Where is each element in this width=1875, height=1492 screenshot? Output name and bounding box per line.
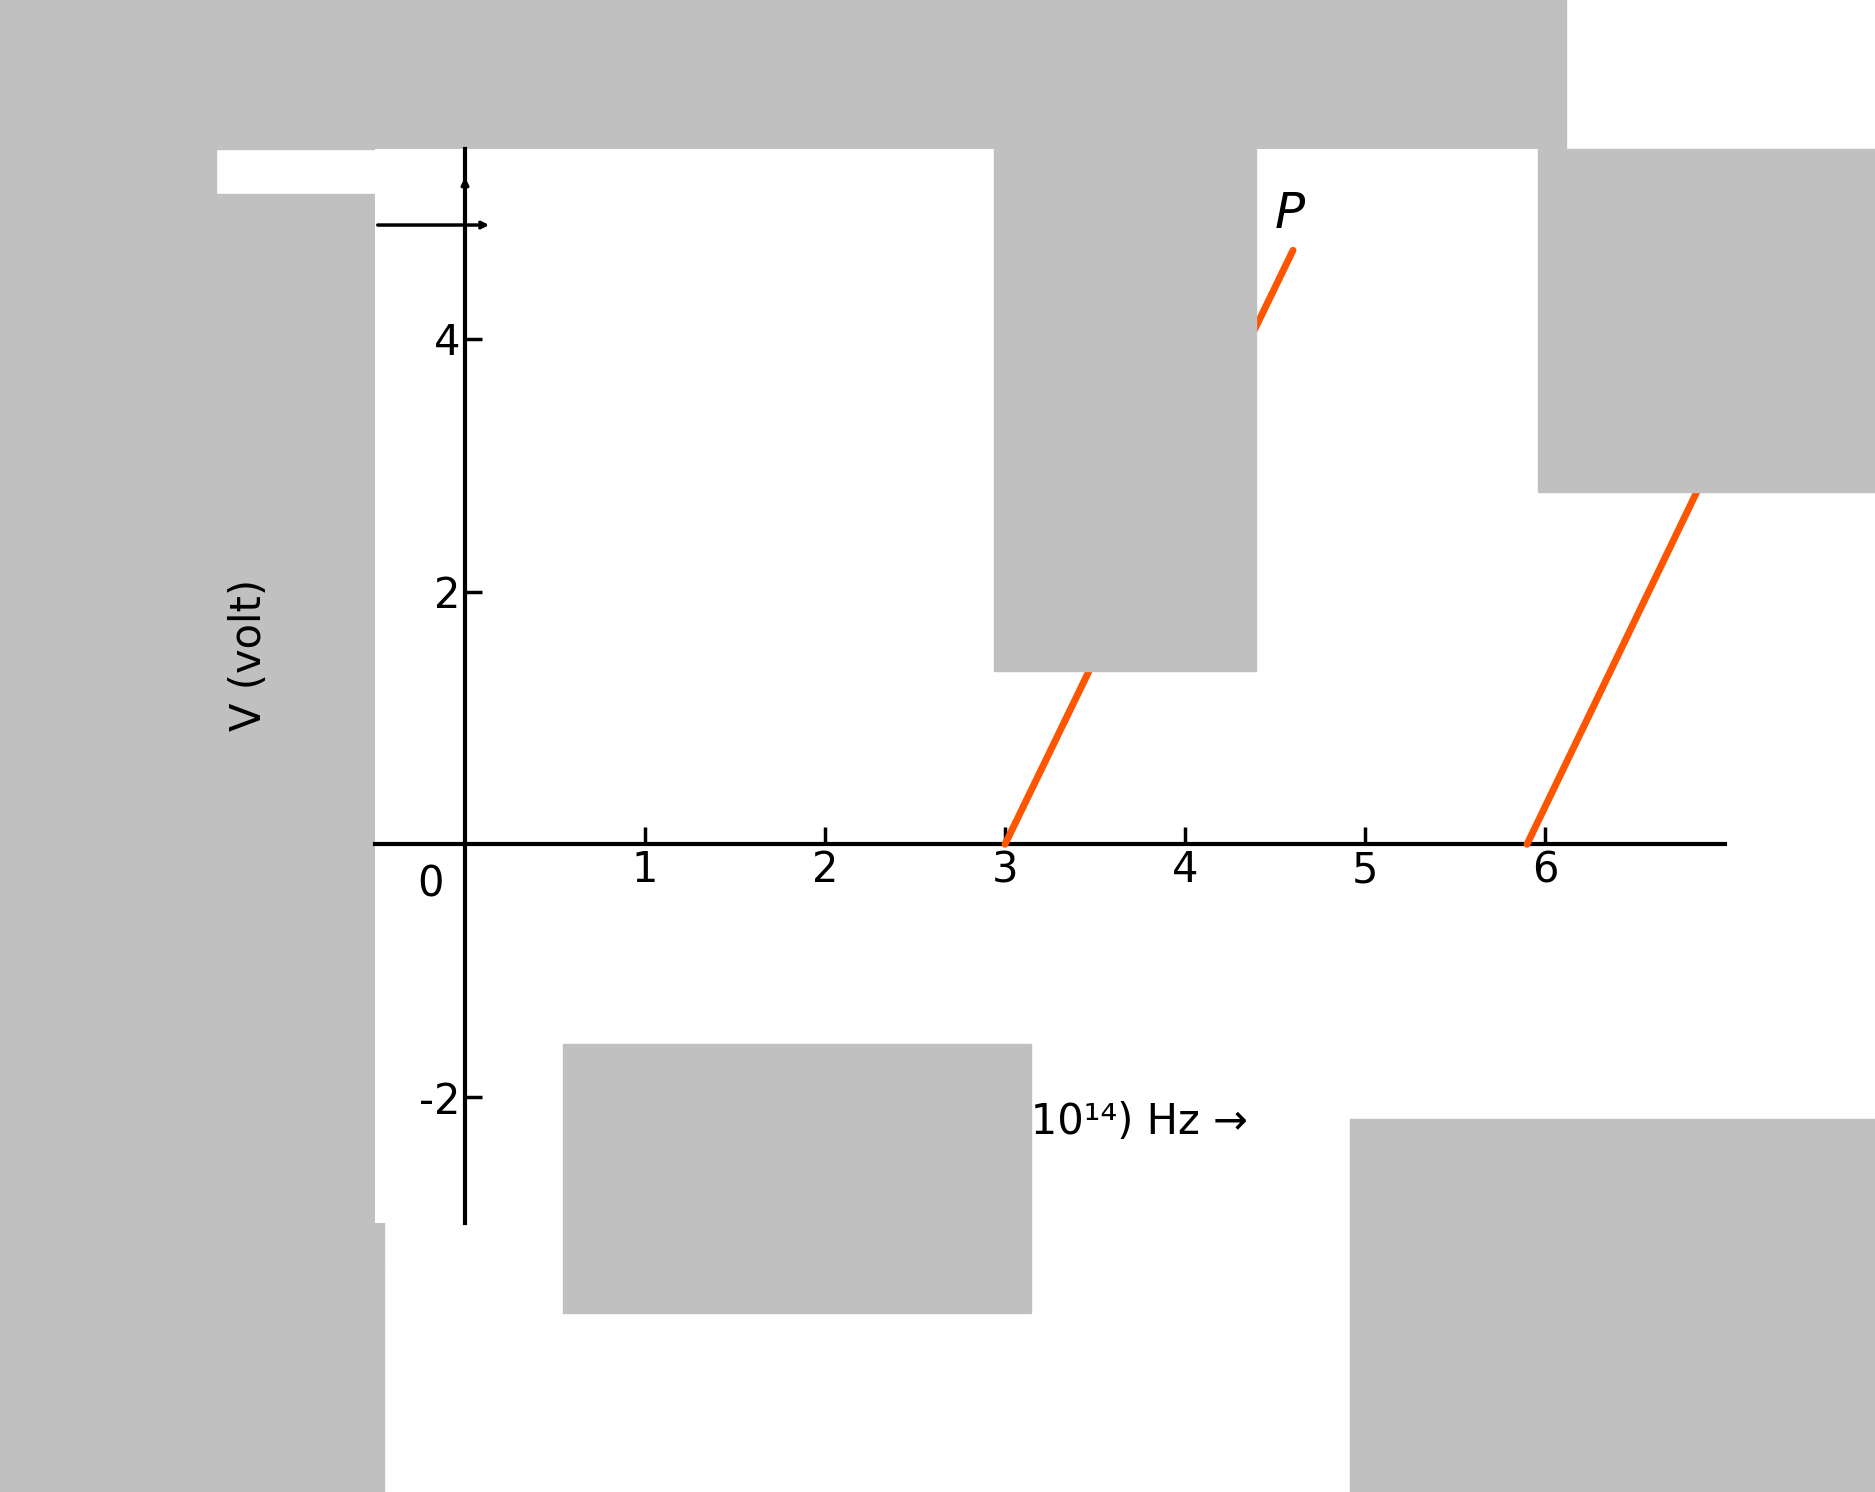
Text: 0: 0 — [416, 864, 442, 906]
Text: V (volt): V (volt) — [229, 579, 270, 731]
Text: ν (×10¹⁴) Hz →: ν (×10¹⁴) Hz → — [943, 1101, 1247, 1143]
Text: P: P — [1275, 189, 1305, 237]
Text: Q: Q — [1734, 354, 1774, 401]
